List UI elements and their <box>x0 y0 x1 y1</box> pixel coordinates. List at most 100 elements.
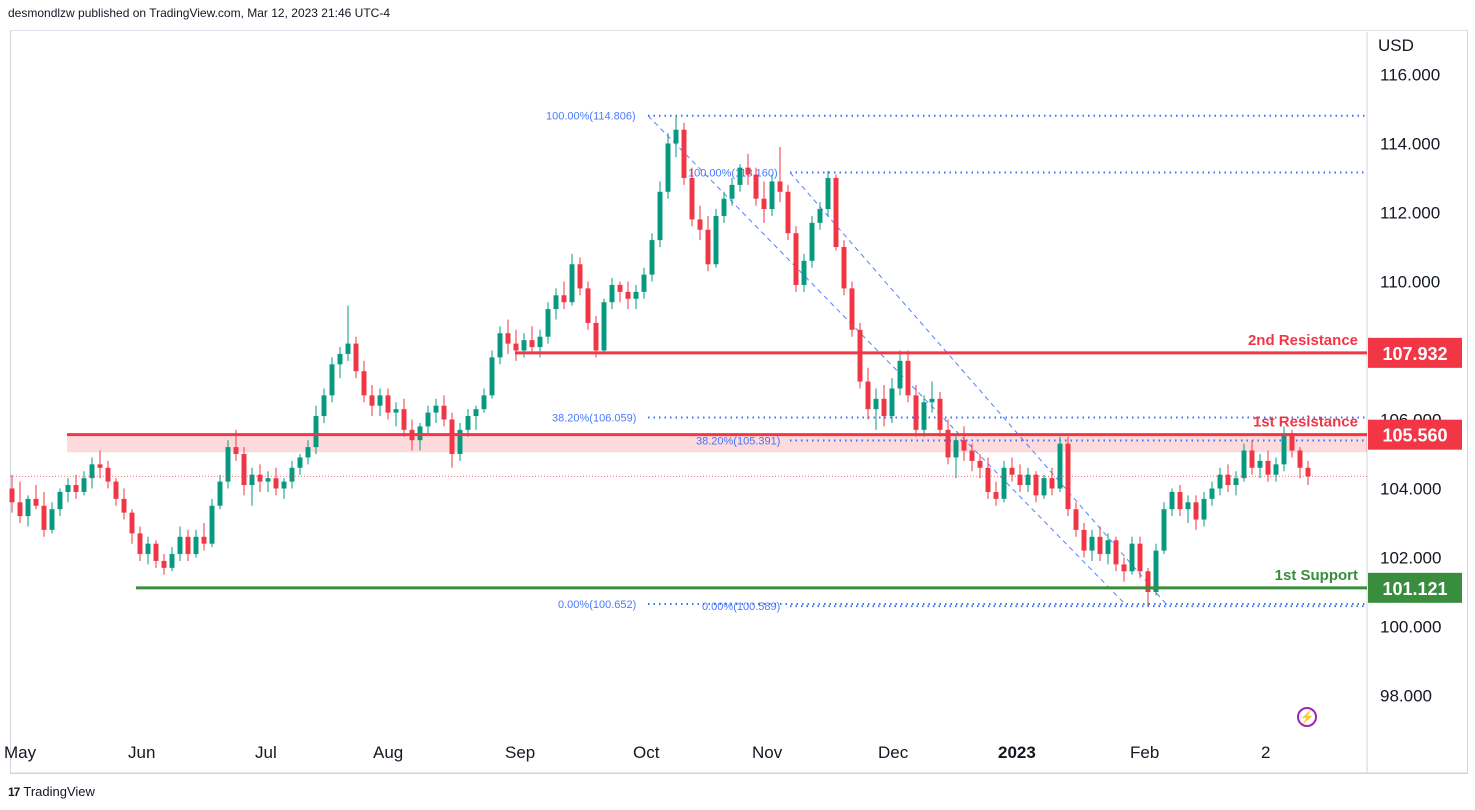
candle[interactable] <box>281 478 287 499</box>
candle[interactable] <box>1225 464 1231 492</box>
candle[interactable] <box>1217 467 1223 496</box>
candle[interactable] <box>665 133 671 199</box>
candle[interactable] <box>1121 557 1127 582</box>
candle[interactable] <box>1033 471 1039 503</box>
candle[interactable] <box>249 467 255 506</box>
candle[interactable] <box>1273 457 1279 482</box>
candle[interactable] <box>153 540 159 568</box>
candle[interactable] <box>769 174 775 216</box>
candle[interactable] <box>33 485 39 510</box>
candle[interactable] <box>713 209 719 268</box>
time-axis[interactable]: May Jun Jul Aug Sep Oct Nov Dec 2023 Feb 2 <box>4 743 1468 774</box>
level-1st-support[interactable]: 1st Support 101.121 <box>136 567 1462 603</box>
candle[interactable] <box>1089 529 1095 561</box>
candle[interactable] <box>593 316 599 358</box>
candle[interactable] <box>481 388 487 413</box>
candle[interactable] <box>1257 454 1263 479</box>
candle[interactable] <box>1009 457 1015 482</box>
candle[interactable] <box>817 202 823 230</box>
candle[interactable] <box>649 233 655 282</box>
candle[interactable] <box>433 398 439 423</box>
candle[interactable] <box>1025 467 1031 492</box>
candle[interactable] <box>121 488 127 520</box>
candle[interactable] <box>641 267 647 299</box>
candle[interactable] <box>913 385 919 437</box>
candle[interactable] <box>657 181 663 247</box>
candle[interactable] <box>1081 523 1087 558</box>
candle[interactable] <box>89 457 95 489</box>
candle[interactable] <box>145 536 151 565</box>
candle[interactable] <box>1193 495 1199 530</box>
candle[interactable] <box>329 357 335 403</box>
candle[interactable] <box>49 502 55 534</box>
candle[interactable] <box>969 443 975 472</box>
candle[interactable] <box>1177 485 1183 517</box>
candle[interactable] <box>585 281 591 330</box>
candle[interactable] <box>1161 502 1167 555</box>
candle[interactable] <box>209 498 215 548</box>
candle[interactable] <box>177 526 183 561</box>
candle[interactable] <box>25 495 31 527</box>
candle[interactable] <box>1137 536 1143 579</box>
candle[interactable] <box>297 454 303 475</box>
candle[interactable] <box>1113 536 1119 572</box>
candle[interactable] <box>1129 536 1135 575</box>
candle[interactable] <box>993 481 999 506</box>
candle[interactable] <box>609 278 615 310</box>
candle[interactable] <box>193 529 199 558</box>
candle[interactable] <box>761 181 767 223</box>
candle[interactable] <box>169 547 175 572</box>
candle[interactable] <box>225 440 231 489</box>
candle[interactable] <box>833 174 839 251</box>
candle[interactable] <box>185 529 191 561</box>
candle[interactable] <box>401 398 407 437</box>
candle[interactable] <box>1105 533 1111 565</box>
candle[interactable] <box>625 281 631 310</box>
candle[interactable] <box>865 367 871 420</box>
candle[interactable] <box>705 215 711 272</box>
candle[interactable] <box>377 388 383 417</box>
candle[interactable] <box>801 253 807 292</box>
level-1st-resistance[interactable]: 1st Resistance 105.560 <box>67 414 1462 450</box>
candle[interactable] <box>1017 464 1023 492</box>
candle[interactable] <box>753 167 759 206</box>
candle[interactable] <box>1201 491 1207 527</box>
candle[interactable] <box>961 426 967 461</box>
candle[interactable] <box>265 471 271 492</box>
candle[interactable] <box>545 302 551 344</box>
candle[interactable] <box>873 388 879 430</box>
candle[interactable] <box>1065 436 1071 517</box>
candle[interactable] <box>305 440 311 465</box>
candle[interactable] <box>1281 426 1287 472</box>
candle[interactable] <box>513 329 519 361</box>
candle[interactable] <box>673 115 679 158</box>
candle[interactable] <box>217 474 223 510</box>
candle[interactable] <box>65 478 71 503</box>
candle[interactable] <box>937 391 943 437</box>
candle[interactable] <box>1265 450 1271 482</box>
candle[interactable] <box>697 205 703 241</box>
candle[interactable] <box>497 326 503 365</box>
candle[interactable] <box>529 326 535 354</box>
candle[interactable] <box>1041 474 1047 499</box>
candle[interactable] <box>1001 460 1007 503</box>
candle[interactable] <box>985 457 991 499</box>
candle[interactable] <box>361 360 367 403</box>
candle[interactable] <box>289 460 295 489</box>
horizontal-levels[interactable]: 2nd Resistance 107.932 1st Resistance 105.5… <box>67 332 1462 603</box>
candle[interactable] <box>1185 495 1191 523</box>
candle[interactable] <box>425 405 431 434</box>
candle[interactable] <box>1209 481 1215 506</box>
candle[interactable] <box>729 178 735 206</box>
candle[interactable] <box>1073 502 1079 537</box>
candle[interactable] <box>73 474 79 499</box>
candle[interactable] <box>1297 447 1303 479</box>
candle[interactable] <box>929 381 935 413</box>
candle[interactable] <box>257 464 263 492</box>
candle[interactable] <box>889 378 895 423</box>
candle[interactable] <box>369 385 375 417</box>
candle[interactable] <box>857 322 863 389</box>
candle[interactable] <box>457 422 463 461</box>
candle[interactable] <box>137 526 143 561</box>
